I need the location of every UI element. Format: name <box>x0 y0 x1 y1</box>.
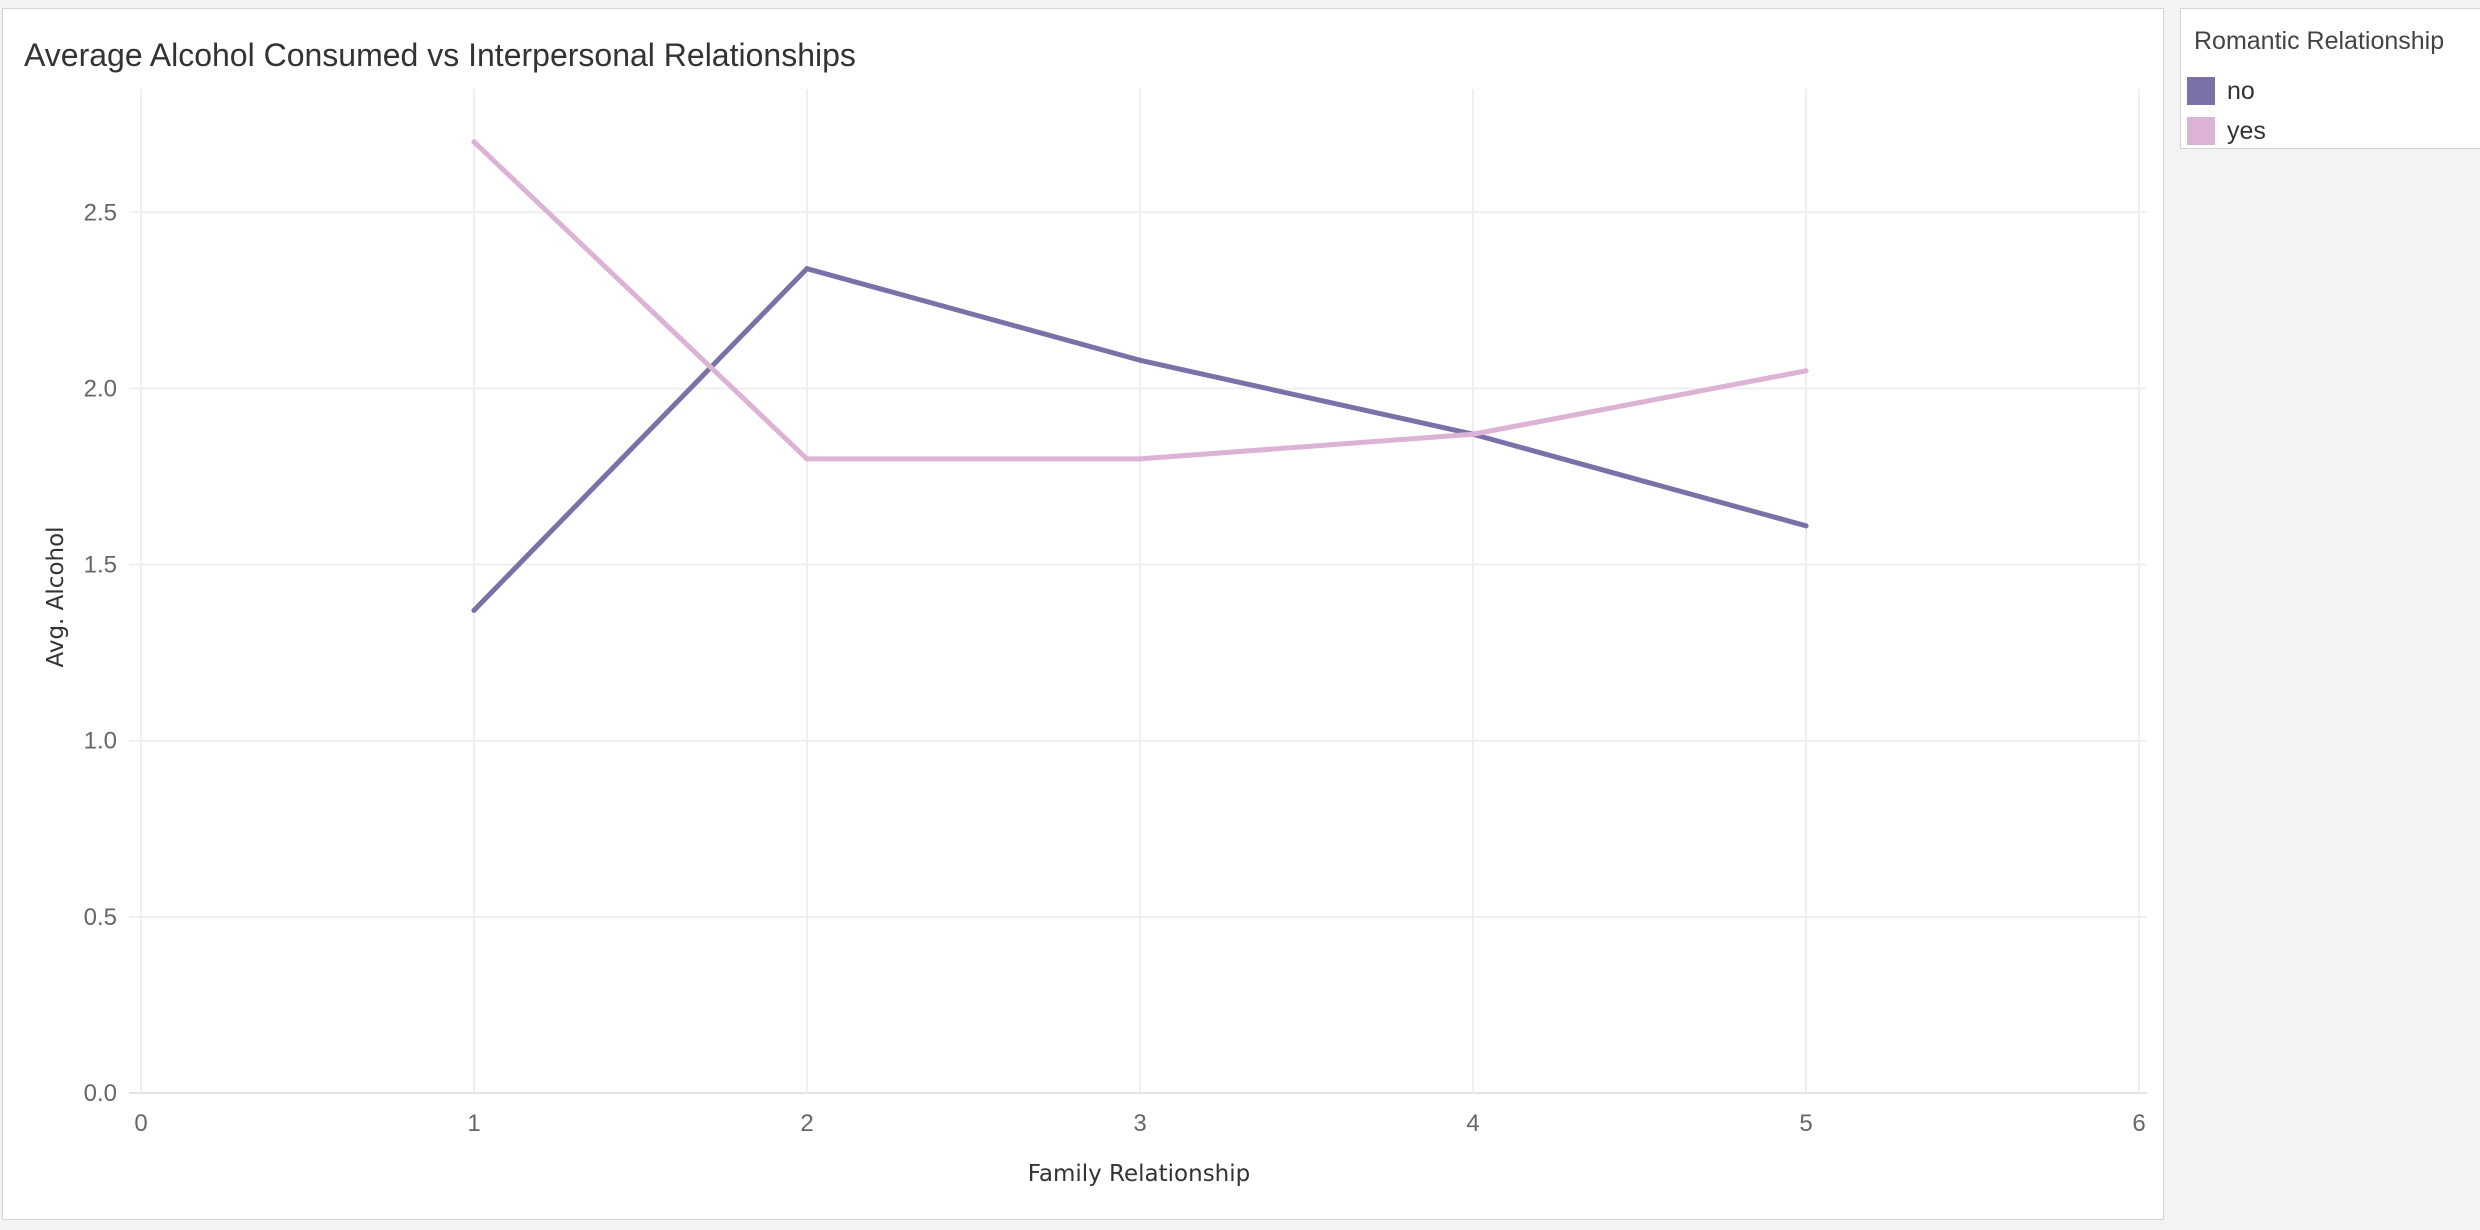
chart-panel: Average Alcohol Consumed vs Interpersona… <box>2 8 2164 1220</box>
x-tick-label: 0 <box>134 1110 147 1137</box>
data-point-no[interactable] <box>471 607 477 613</box>
legend: Romantic Relationship no yes <box>2180 8 2480 149</box>
legend-label-yes: yes <box>2227 117 2266 145</box>
x-tick-label: 3 <box>1133 1110 1146 1137</box>
data-point-yes[interactable] <box>1470 431 1476 437</box>
chart-title: Average Alcohol Consumed vs Interpersona… <box>24 37 856 73</box>
y-tick-label: 2.5 <box>84 199 117 226</box>
data-point-yes[interactable] <box>471 139 477 145</box>
data-point-no[interactable] <box>1803 523 1809 529</box>
gridlines <box>129 89 2147 1094</box>
data-point-yes[interactable] <box>804 456 810 462</box>
x-axis-ticks: 0 1 2 3 4 5 6 <box>134 1110 2145 1137</box>
legend-swatch-no <box>2187 77 2215 105</box>
y-tick-label: 1.0 <box>84 728 117 755</box>
series-lines <box>471 139 1809 613</box>
x-tick-label: 4 <box>1466 1110 1479 1137</box>
y-tick-label: 1.5 <box>84 552 117 579</box>
y-tick-label: 2.0 <box>84 375 117 402</box>
x-tick-label: 5 <box>1799 1110 1812 1137</box>
y-axis-title: Avg. Alcohol <box>43 526 69 667</box>
x-tick-label: 1 <box>467 1110 480 1137</box>
data-point-yes[interactable] <box>1803 368 1809 374</box>
legend-swatch-yes <box>2187 117 2215 145</box>
data-point-yes[interactable] <box>1137 456 1143 462</box>
data-point-no[interactable] <box>1137 357 1143 363</box>
x-tick-label: 6 <box>2132 1110 2145 1137</box>
y-tick-label: 0.0 <box>84 1080 117 1107</box>
legend-title: Romantic Relationship <box>2194 27 2445 55</box>
legend-label-no: no <box>2227 77 2255 105</box>
y-tick-label: 0.5 <box>84 904 117 931</box>
x-tick-label: 2 <box>800 1110 813 1137</box>
data-point-no[interactable] <box>804 266 810 272</box>
line-chart: 0.0 0.5 1.0 1.5 2.0 2.5 0 1 2 3 4 5 6 Family Relati… <box>43 89 2147 1187</box>
y-axis-ticks: 0.0 0.5 1.0 1.5 2.0 2.5 <box>84 199 117 1107</box>
x-axis-title: Family Relationship <box>1028 1161 1251 1187</box>
